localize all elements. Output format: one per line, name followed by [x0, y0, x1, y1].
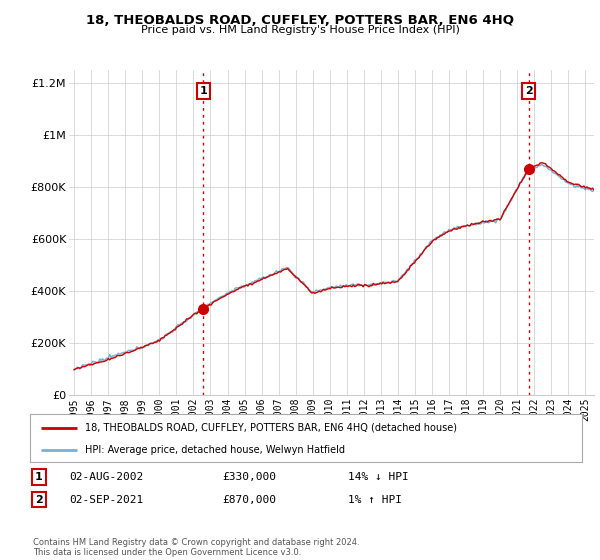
Text: £330,000: £330,000 [222, 472, 276, 482]
Text: 18, THEOBALDS ROAD, CUFFLEY, POTTERS BAR, EN6 4HQ: 18, THEOBALDS ROAD, CUFFLEY, POTTERS BAR… [86, 14, 514, 27]
Text: 2: 2 [525, 86, 533, 96]
Text: 14% ↓ HPI: 14% ↓ HPI [348, 472, 409, 482]
Text: 1: 1 [35, 472, 43, 482]
Text: Price paid vs. HM Land Registry's House Price Index (HPI): Price paid vs. HM Land Registry's House … [140, 25, 460, 35]
Text: 2: 2 [35, 494, 43, 505]
Text: HPI: Average price, detached house, Welwyn Hatfield: HPI: Average price, detached house, Welw… [85, 445, 345, 455]
Text: 1: 1 [199, 86, 207, 96]
Text: 02-AUG-2002: 02-AUG-2002 [69, 472, 143, 482]
Text: 02-SEP-2021: 02-SEP-2021 [69, 494, 143, 505]
Text: 18, THEOBALDS ROAD, CUFFLEY, POTTERS BAR, EN6 4HQ (detached house): 18, THEOBALDS ROAD, CUFFLEY, POTTERS BAR… [85, 423, 457, 433]
Text: £870,000: £870,000 [222, 494, 276, 505]
Text: 1% ↑ HPI: 1% ↑ HPI [348, 494, 402, 505]
Text: Contains HM Land Registry data © Crown copyright and database right 2024.
This d: Contains HM Land Registry data © Crown c… [33, 538, 359, 557]
